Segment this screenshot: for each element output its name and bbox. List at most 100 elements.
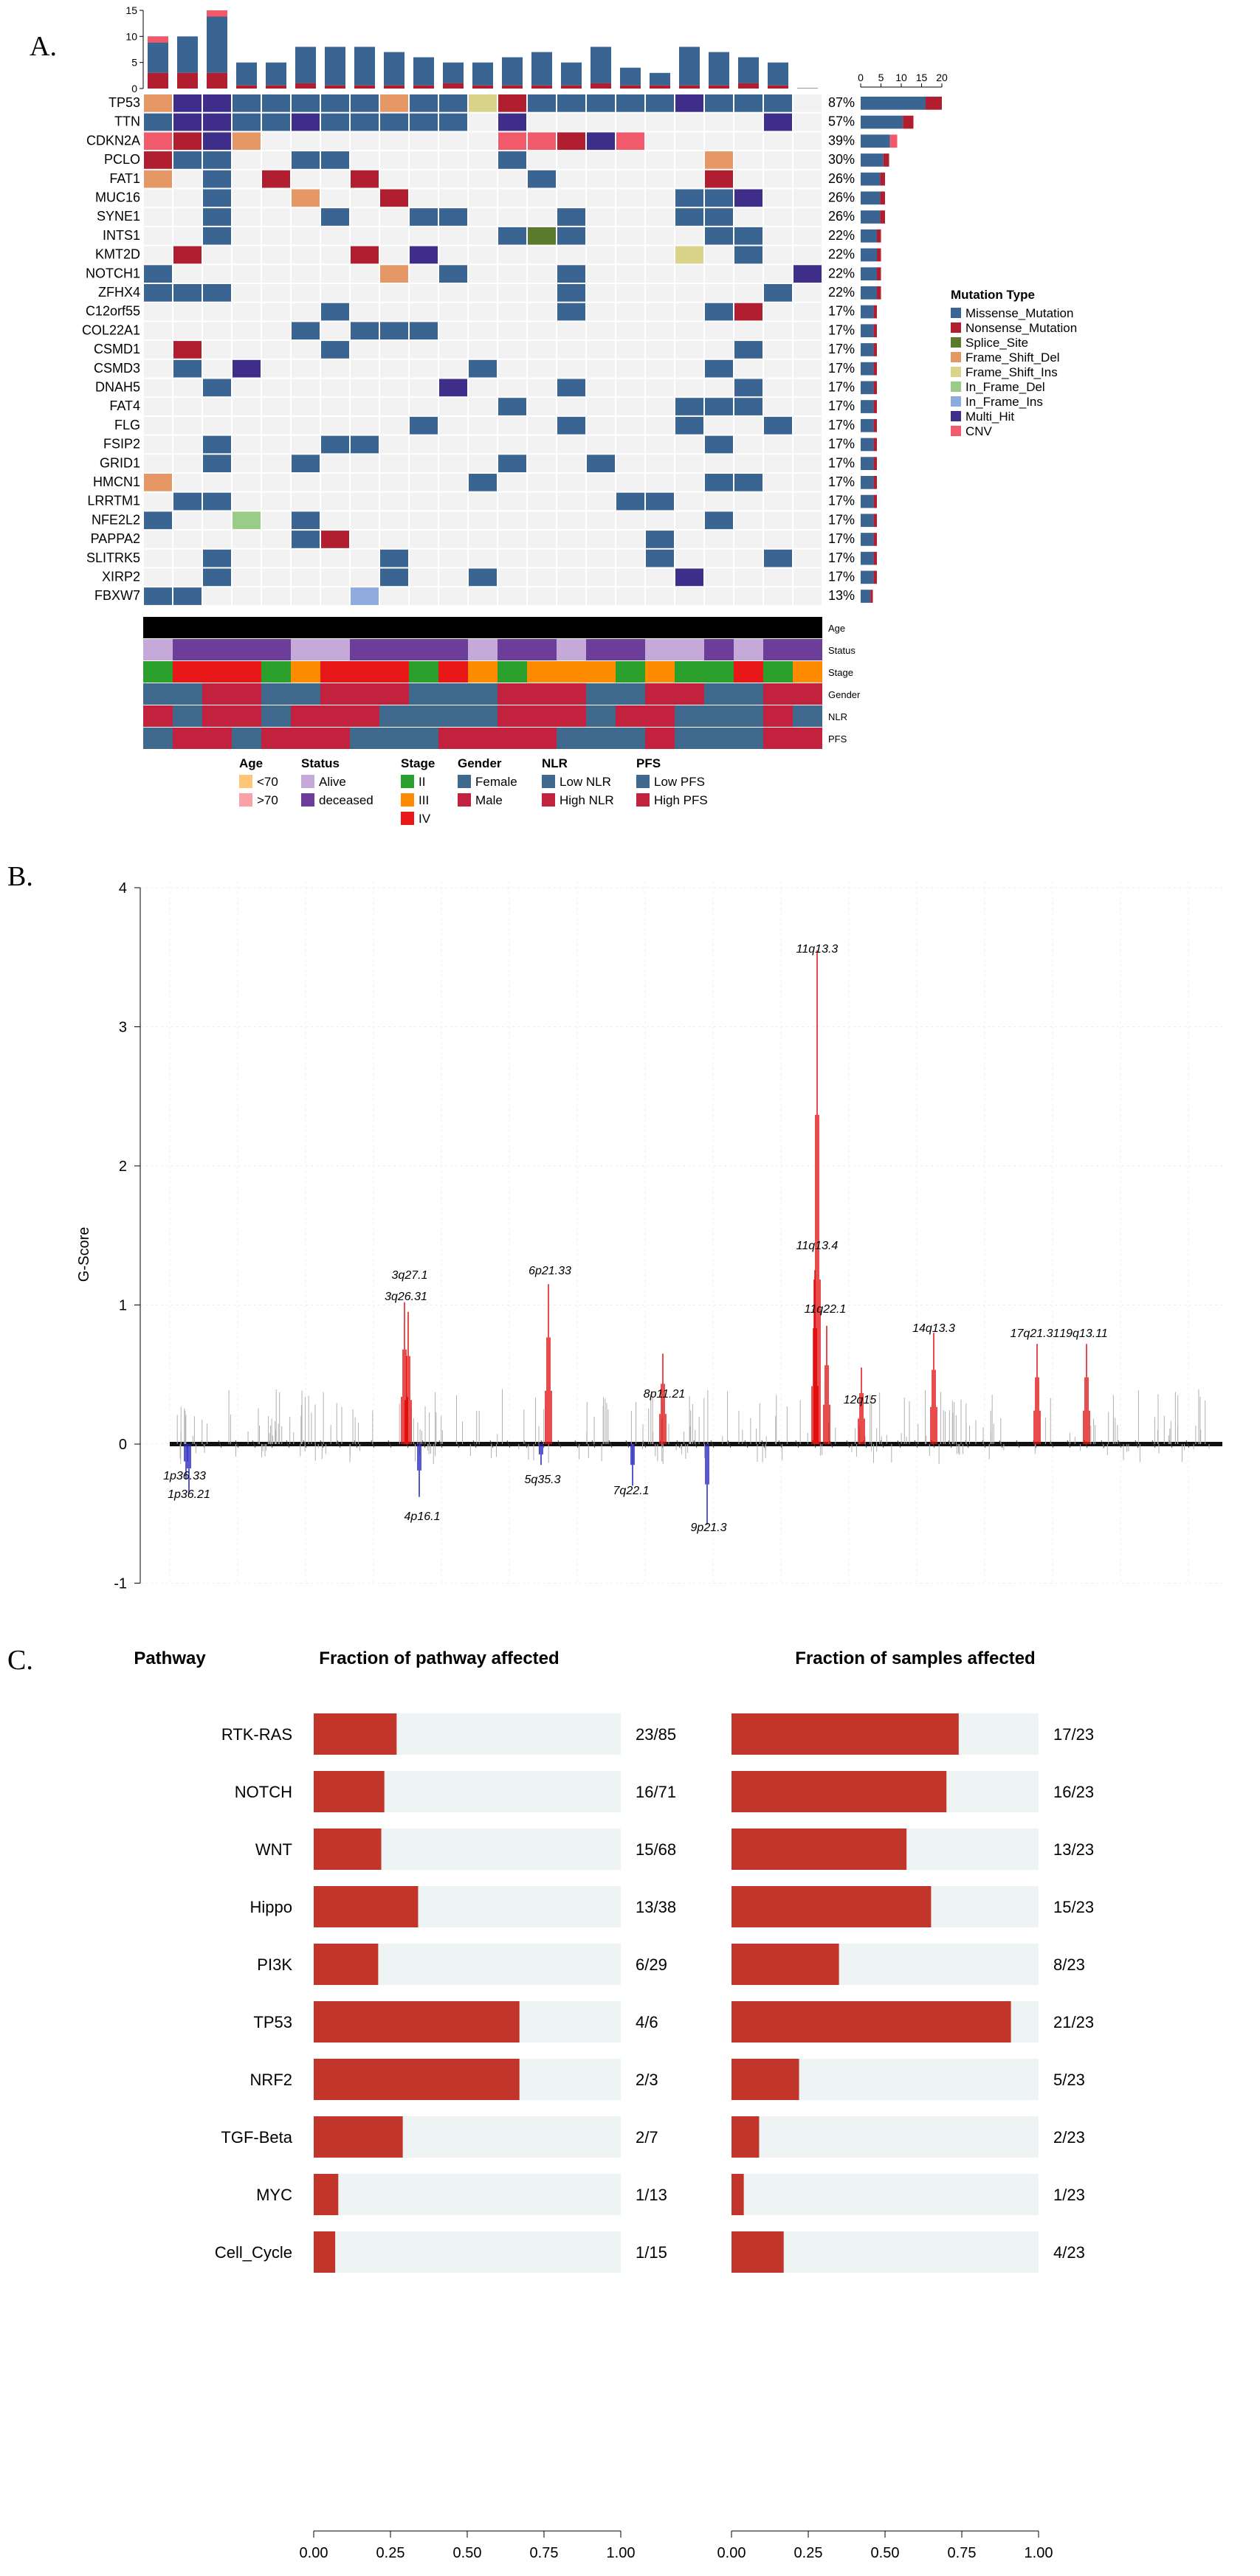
oncoplot-empty-cell [351, 416, 379, 435]
oncoplot-mutation-cell [144, 511, 172, 530]
side-axis-tick-label: 15 [916, 72, 928, 83]
oncoplot-mutation-cell [675, 416, 703, 435]
oncoplot-mutation-cell [498, 113, 526, 131]
pathway-fraction-label: 2/7 [636, 2128, 658, 2147]
oncoplot-mutation-cell [173, 246, 202, 264]
oncoplot-empty-cell [705, 531, 733, 548]
oncoplot-empty-cell [528, 531, 556, 548]
right-x-axis-tick-label: 0.00 [717, 2545, 746, 2561]
oncoplot-empty-cell [764, 398, 792, 415]
clinical-cell [409, 728, 438, 749]
oncoplot-empty-cell [321, 511, 349, 530]
gene-label: COL22A1 [82, 322, 140, 337]
oncoplot-empty-cell [646, 359, 674, 378]
oncoplot-mutation-cell [675, 208, 703, 226]
oncoplot-empty-cell [321, 416, 349, 435]
oncoplot-empty-cell [528, 435, 556, 454]
amplification-peak-label: 12q15 [844, 1394, 877, 1406]
oncoplot-empty-cell [292, 265, 320, 283]
gene-frequency-label: 22% [828, 247, 855, 262]
oncoplot-empty-cell [587, 587, 615, 605]
oncoplot-empty-cell [144, 227, 172, 245]
oncoplot-empty-cell [793, 113, 822, 131]
oncoplot-mutation-cell [705, 170, 733, 188]
gene-frequency-bar [861, 286, 877, 300]
oncoplot-mutation-cell [557, 265, 585, 283]
oncoplot-empty-cell [557, 359, 585, 378]
oncoplot-empty-cell [321, 359, 349, 378]
oncoplot-empty-cell [292, 568, 320, 587]
clinical-cell [468, 639, 498, 660]
oncoplot-empty-cell [764, 474, 792, 491]
gene-frequency-bar-segment [873, 418, 877, 432]
gene-frequency-bar-segment [877, 229, 881, 243]
oncoplot-empty-cell [351, 379, 379, 397]
oncoplot-empty-cell [675, 341, 703, 359]
oncoplot-mutation-cell [616, 132, 644, 151]
genome-baseline-mark [574, 1440, 579, 1448]
clinical-cell [675, 705, 704, 727]
oncoplot-empty-cell [351, 208, 379, 226]
gene-label: TP53 [109, 95, 140, 110]
gene-label: SYNE1 [97, 209, 140, 224]
oncoplot-empty-cell [144, 208, 172, 226]
clinical-cell [675, 661, 704, 683]
oncoplot-empty-cell [675, 170, 703, 188]
oncoplot-empty-cell [203, 587, 231, 605]
oncoplot-mutation-cell [380, 265, 408, 283]
oncoplot-empty-cell [498, 189, 526, 207]
oncoplot-empty-cell [439, 587, 467, 605]
oncoplot-empty-cell [793, 474, 822, 491]
gene-frequency-label: 17% [828, 322, 855, 337]
clinical-legend-swatch [458, 775, 471, 788]
oncoplot-empty-cell [469, 341, 497, 359]
clinical-cell [143, 639, 173, 660]
gene-frequency-label: 17% [828, 570, 855, 584]
oncoplot-empty-cell [764, 359, 792, 378]
oncoplot-empty-cell [233, 416, 261, 435]
oncoplot-empty-cell [734, 265, 762, 283]
oncoplot-empty-cell [528, 151, 556, 169]
oncoplot-empty-cell [528, 492, 556, 511]
top-axis-tick-label: 10 [125, 30, 137, 42]
clinical-cell [291, 683, 320, 705]
oncoplot-mutation-cell [557, 94, 585, 112]
y-axis-tick-label: 4 [119, 880, 127, 897]
clinical-cell [143, 728, 173, 749]
oncoplot-empty-cell [262, 511, 290, 530]
oncoplot-empty-cell [173, 474, 202, 491]
right-chart-header: Fraction of samples affected [795, 1648, 1035, 1668]
side-axis-tick-label: 0 [858, 72, 864, 83]
amplification-peak-label: 11q13.4 [796, 1240, 839, 1252]
oncoplot-empty-cell [292, 398, 320, 415]
oncoplot-empty-cell [616, 511, 644, 530]
oncoplot-empty-cell [587, 511, 615, 530]
oncoplot-empty-cell [587, 265, 615, 283]
clinical-cell [438, 639, 468, 660]
gene-frequency-label: 39% [828, 133, 855, 148]
oncoplot-empty-cell [469, 265, 497, 283]
oncoplot-mutation-cell [410, 94, 438, 112]
clinical-cell [586, 728, 616, 749]
oncoplot-empty-cell [262, 246, 290, 264]
gene-frequency-bar-segment [873, 514, 877, 528]
clinical-cell [586, 683, 616, 705]
clinical-cell [438, 683, 468, 705]
mutation-legend-label: Frame_Shift_Ins [965, 365, 1058, 379]
oncoplot-empty-cell [498, 474, 526, 491]
oncoplot-empty-cell [351, 359, 379, 378]
clinical-legend-label: Low PFS [654, 775, 705, 789]
clinical-legend-swatch [239, 775, 252, 788]
tmb-bar-segment [207, 10, 227, 17]
oncoplot-mutation-cell [705, 435, 733, 454]
oncoplot-empty-cell [587, 246, 615, 264]
clinical-cell [143, 661, 173, 683]
clinical-cell [320, 639, 350, 660]
gene-label: LRRTM1 [87, 494, 140, 508]
oncoplot-empty-cell [144, 455, 172, 472]
oncoplot-empty-cell [410, 379, 438, 397]
clinical-cell [173, 683, 202, 705]
oncoplot-empty-cell [469, 379, 497, 397]
gene-label: DNAH5 [95, 380, 140, 395]
genome-baseline-mark [608, 1440, 613, 1448]
